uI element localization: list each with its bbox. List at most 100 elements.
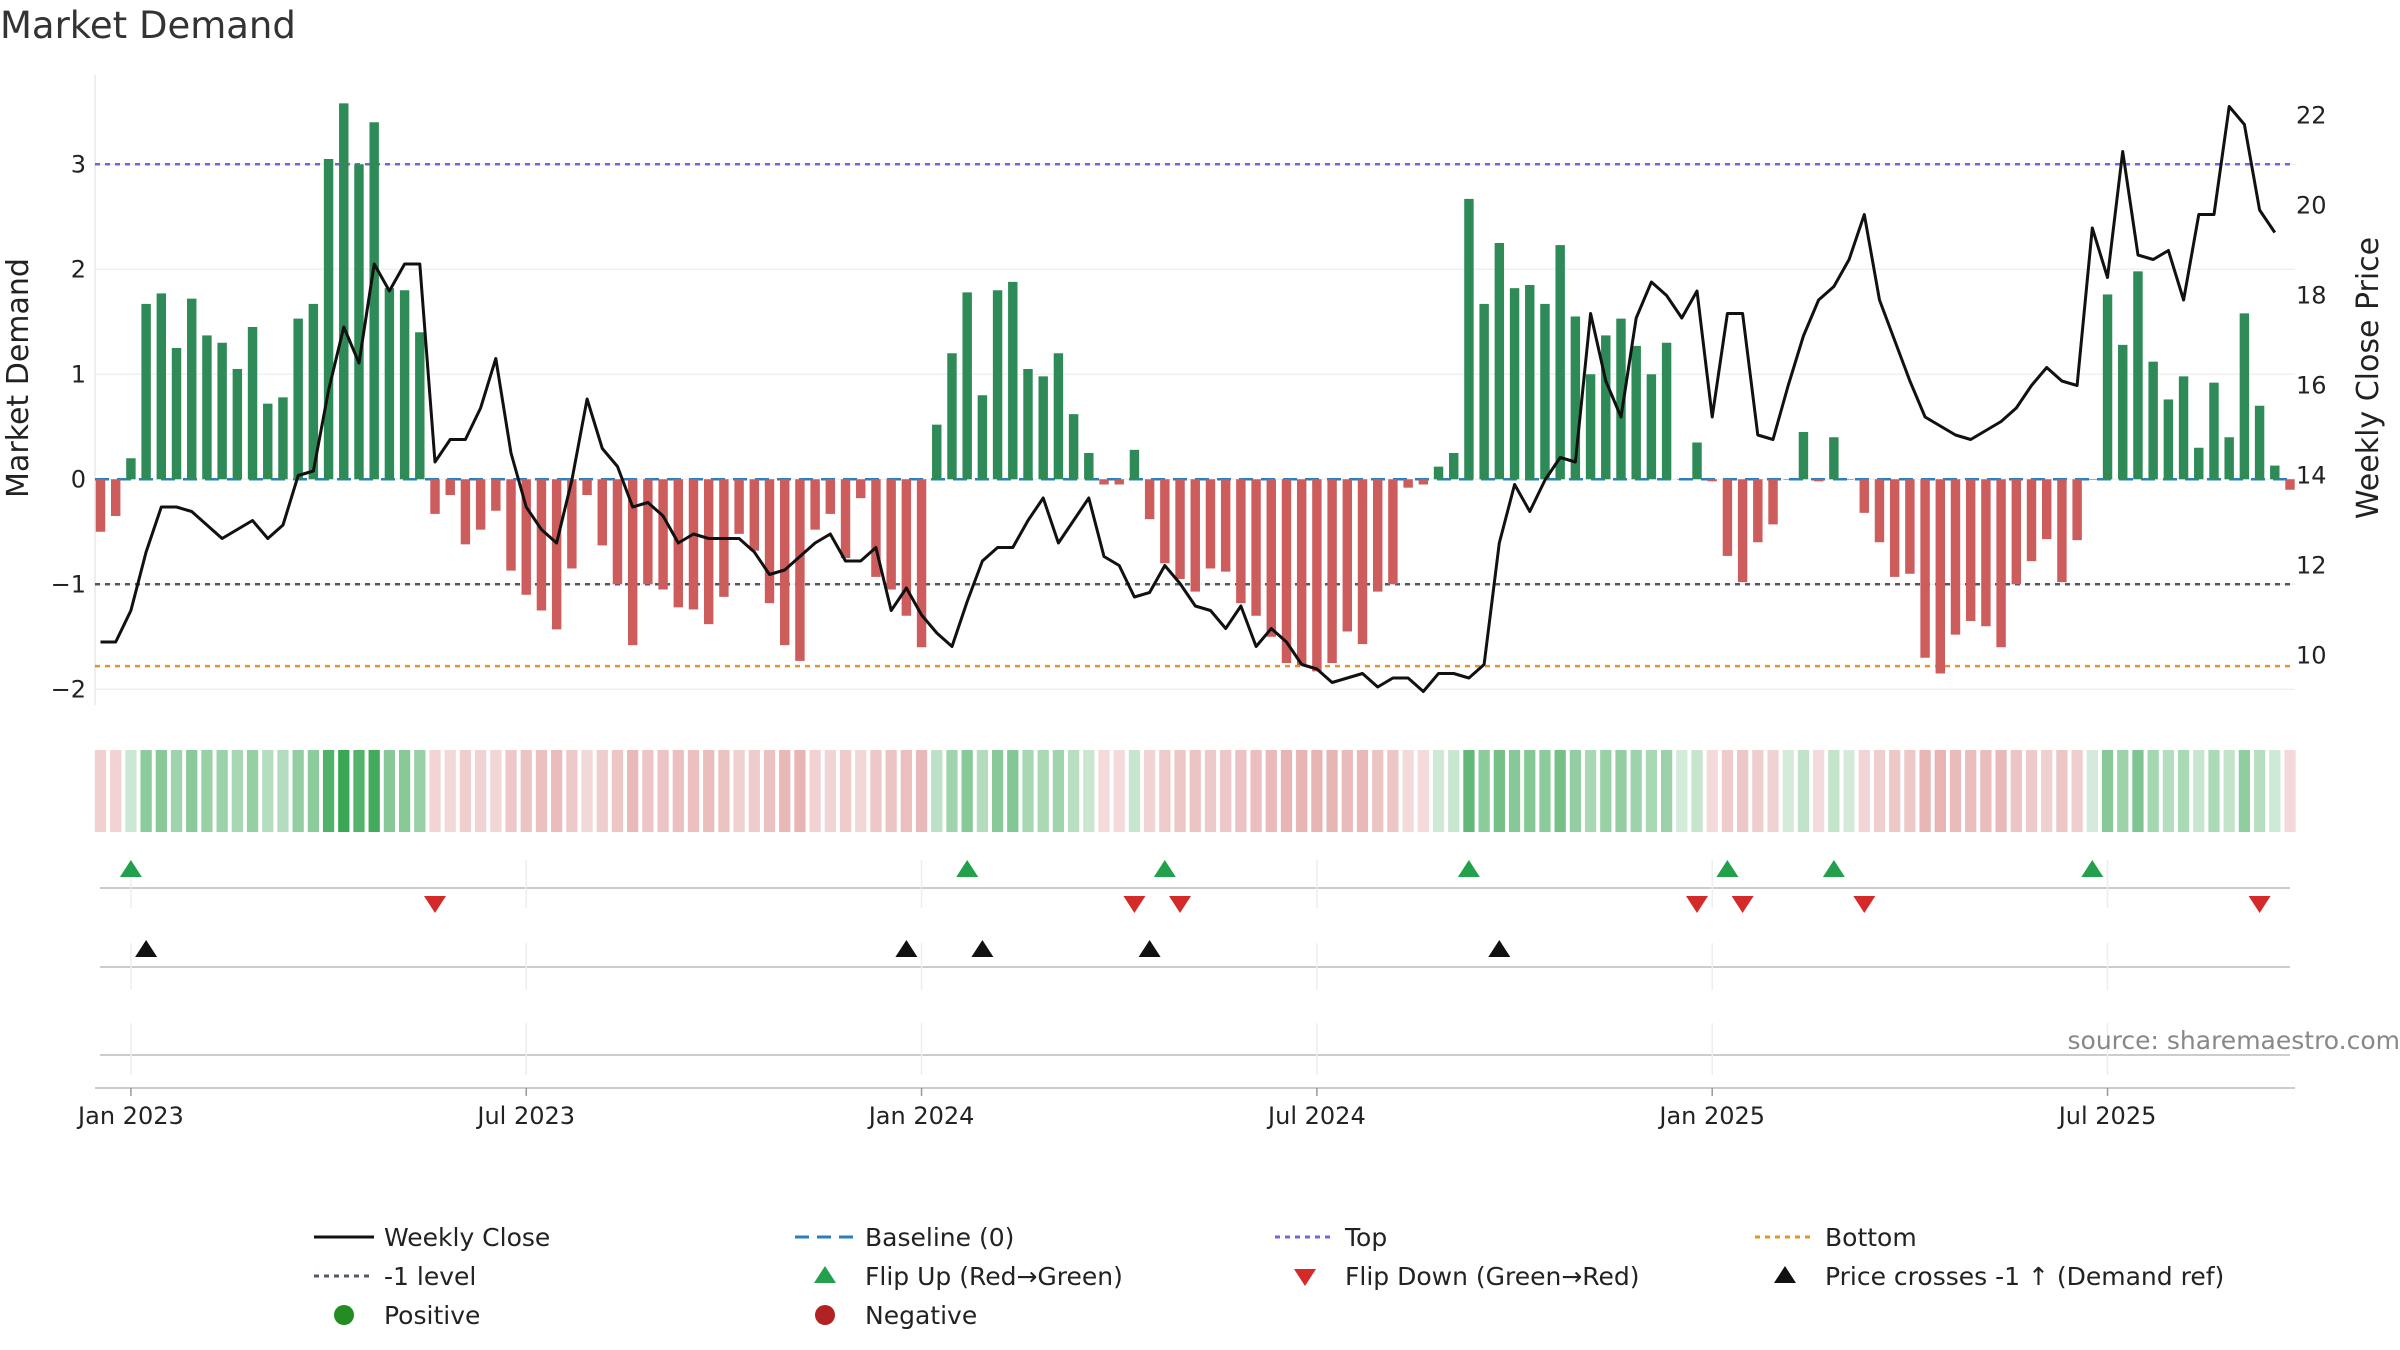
legend-label-baseline: Baseline (0): [865, 1223, 1014, 1252]
heat-strip-cell: [1083, 750, 1095, 832]
demand-bar: [1996, 479, 2006, 648]
demand-bar: [1312, 479, 1322, 672]
heat-strip-cell: [1220, 750, 1232, 832]
demand-bar: [2042, 479, 2052, 540]
demand-bar: [597, 479, 607, 546]
demand-bar: [749, 479, 760, 551]
demand-bar: [354, 164, 364, 480]
legend-label-positive: Positive: [384, 1301, 480, 1330]
demand-bar: [1737, 479, 1748, 583]
heat-strip-cell: [474, 750, 487, 832]
heat-strip-cell: [1980, 750, 1992, 832]
demand-bar: [399, 290, 410, 480]
heat-strip-cell: [1311, 750, 1323, 832]
demand-bar: [1236, 479, 1246, 604]
heat-strip-cell: [2238, 750, 2251, 832]
heat-strip-cell: [1113, 750, 1125, 832]
heat-strip-cell: [1493, 750, 1505, 832]
demand-bar: [1509, 288, 1520, 480]
heat-strip-cell: [1296, 750, 1308, 832]
heat-strip-cell: [155, 750, 167, 832]
chart-title: Market Demand: [0, 4, 296, 47]
heat-strip-cell: [1873, 750, 1886, 832]
demand-bar: [1585, 374, 1596, 480]
demand-bar: [810, 479, 820, 530]
heat-strip-cell: [2010, 750, 2022, 832]
x-tick-label: Jan 2025: [1657, 1102, 1765, 1130]
demand-bar: [1388, 479, 1398, 585]
demand-bar: [1889, 479, 1900, 577]
demand-bar: [1601, 335, 1611, 480]
heat-strip-cell: [1767, 750, 1779, 832]
demand-bar: [567, 479, 577, 569]
x-tick-label: Jan 2024: [867, 1102, 975, 1130]
demand-bar: [1449, 453, 1459, 480]
demand-bar: [1722, 479, 1733, 556]
demand-bar: [1661, 342, 1672, 480]
heat-strip-cell: [2132, 750, 2144, 832]
heat-strip-cell: [1524, 750, 1536, 832]
heat-strip-cell: [2193, 750, 2205, 832]
demand-bar: [795, 479, 805, 661]
legend-label-negative: Negative: [865, 1301, 977, 1330]
demand-bar: [323, 159, 334, 480]
x-tick-label: Jul 2025: [2057, 1102, 2157, 1130]
heat-strip-cell: [490, 750, 502, 832]
heat-strip-cell: [2071, 750, 2083, 832]
flip-up-marker: [956, 860, 979, 877]
heat-strip-cell: [1934, 750, 1946, 832]
heat-strip-cell: [520, 750, 532, 832]
demand-bar: [1692, 442, 1702, 480]
price-cross-marker: [1138, 940, 1161, 957]
heat-strip-cell: [855, 750, 867, 832]
heat-strip-cell: [1432, 750, 1445, 832]
heat-strip-cell: [353, 750, 365, 832]
heat-strip-cell: [1797, 750, 1810, 832]
heat-strip-cell: [292, 750, 304, 832]
heat-strip-cell: [2086, 750, 2098, 832]
heat-strip-cell: [186, 750, 198, 832]
heat-strip-cell: [1904, 750, 1916, 832]
heat-strip-cell: [1584, 750, 1597, 832]
demand-bar: [1038, 376, 1048, 480]
flip-down-marker: [1731, 896, 1754, 913]
heat-strip-cell: [1174, 750, 1186, 832]
demand-bar: [1935, 479, 1946, 674]
heat-strip-cell: [201, 750, 213, 832]
demand-bar: [1068, 414, 1079, 480]
y-tick-right: 10: [2296, 642, 2327, 670]
demand-bar: [1023, 369, 1033, 480]
flip-up-marker: [2081, 860, 2104, 877]
legend-swatch-price-cross: [1774, 1266, 1796, 1283]
x-tick-label: Jul 2024: [1266, 1102, 1366, 1130]
heat-strip-cell: [322, 750, 335, 832]
heat-strip-cell: [1341, 750, 1353, 832]
demand-bar: [1342, 479, 1353, 632]
heat-strip-cell: [414, 750, 426, 832]
demand-bar: [1190, 479, 1200, 592]
demand-bar: [871, 479, 881, 577]
demand-bar: [2178, 376, 2189, 480]
demand-bar: [460, 479, 471, 545]
demand-bar: [339, 103, 349, 480]
heat-strip-cell: [2253, 750, 2266, 832]
y-tick-right: 20: [2296, 192, 2327, 220]
demand-bar: [1813, 479, 1824, 482]
flip-up-marker: [1153, 860, 1176, 877]
demand-bar: [916, 479, 927, 648]
heat-strip-cell: [170, 750, 183, 832]
demand-bar: [780, 479, 790, 646]
demand-bar: [612, 479, 623, 585]
heat-strip-cell: [1630, 750, 1642, 832]
heat-strip-cell: [1889, 750, 1901, 832]
demand-bar: [1829, 437, 1839, 480]
heat-strip-cell: [1280, 750, 1293, 832]
legend-label-flip-up: Flip Up (Red→Green): [865, 1262, 1123, 1291]
heat-strip-cell: [307, 750, 319, 832]
demand-bar: [2270, 465, 2280, 480]
demand-bar: [1874, 479, 1885, 543]
heat-strip-cell: [2177, 750, 2190, 832]
demand-bar: [1403, 479, 1413, 488]
heat-strip-cell: [1478, 750, 1490, 832]
flip-down-marker: [1169, 896, 1191, 913]
